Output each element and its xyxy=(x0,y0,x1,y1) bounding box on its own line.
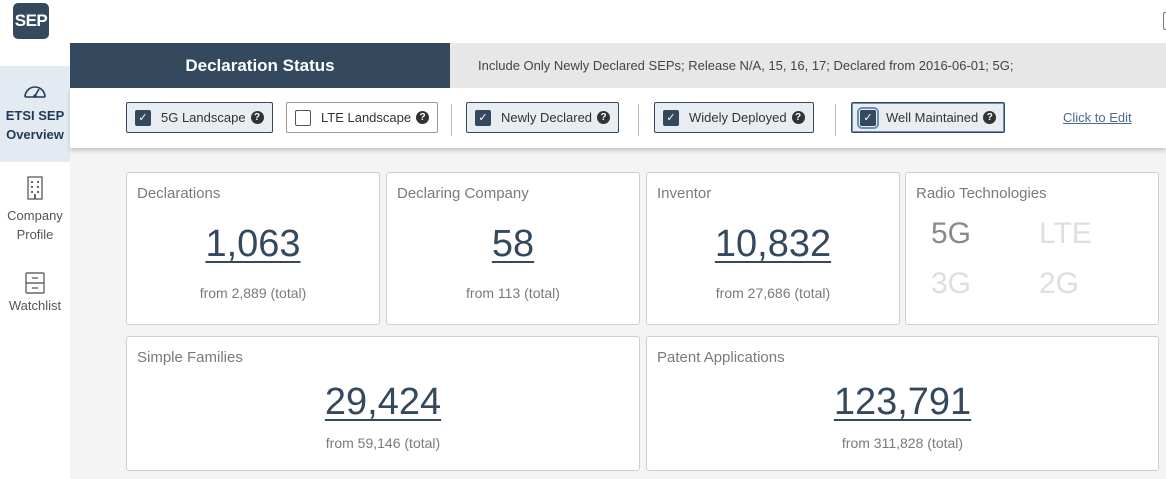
divider xyxy=(638,104,639,136)
help-icon[interactable]: ? xyxy=(416,111,430,124)
filter-lte-landscape[interactable]: LTE Landscape ? xyxy=(286,102,439,133)
status-bar: Declaration Status Include Only Newly De… xyxy=(70,43,1166,88)
card-simple-families: Simple Families 29,424 from 59,146 (tota… xyxy=(126,336,640,471)
help-icon[interactable]: ? xyxy=(250,111,264,124)
filter-well-maintained[interactable]: ✓ Well Maintained ? xyxy=(851,102,1006,133)
card-label: Radio Technologies xyxy=(916,185,1047,202)
help-icon[interactable]: ? xyxy=(791,111,805,124)
checkbox-unchecked-icon[interactable] xyxy=(295,109,311,126)
divider xyxy=(835,104,836,136)
card-value[interactable]: 10,832 xyxy=(714,223,832,265)
checkbox-checked-icon[interactable]: ✓ xyxy=(135,109,151,126)
sidebar: ETSI SEP Overview Company Profile Watchl… xyxy=(0,43,70,479)
card-sub: from 113 (total) xyxy=(466,285,560,301)
status-title: Declaration Status xyxy=(70,43,450,88)
status-description: Include Only Newly Declared SEPs; Releas… xyxy=(478,58,1014,73)
card-label: Inventor xyxy=(657,185,712,202)
filter-widely-deployed[interactable]: ✓ Widely Deployed ? xyxy=(654,102,814,133)
tech-lte: LTE xyxy=(1039,217,1092,250)
card-sub: from 59,146 (total) xyxy=(325,435,441,451)
filter-label: Newly Declared xyxy=(501,110,593,125)
card-label: Declaring Company xyxy=(397,185,529,202)
tech-2g: 2G xyxy=(1039,267,1080,300)
card-label: Simple Families xyxy=(137,349,243,366)
card-inventor: Inventor 10,832 from 27,686 (total) xyxy=(646,172,900,325)
sidebar-item-etsi-sep-overview[interactable]: ETSI SEP Overview xyxy=(0,66,70,162)
app-logo[interactable]: SEP xyxy=(13,3,49,39)
tech-3g: 3G xyxy=(931,267,972,300)
card-label: Patent Applications xyxy=(657,349,785,366)
filter-bar: ✓ 5G Landscape ? LTE Landscape ? ✓ Newly… xyxy=(70,88,1166,148)
card-value[interactable]: 58 xyxy=(491,223,535,265)
building-icon xyxy=(27,176,43,200)
sidebar-item-watchlist[interactable]: Watchlist xyxy=(0,272,70,322)
filter-label: LTE Landscape xyxy=(321,110,412,125)
card-label: Declarations xyxy=(137,185,221,202)
card-patent-applications: Patent Applications 123,791 from 311,828… xyxy=(646,336,1159,471)
checkbox-checked-icon[interactable]: ✓ xyxy=(857,106,879,129)
card-value[interactable]: 123,791 xyxy=(833,381,972,423)
sidebar-item-label: Company xyxy=(7,208,63,223)
filter-newly-declared[interactable]: ✓ Newly Declared ? xyxy=(466,102,620,133)
card-sub: from 27,686 (total) xyxy=(715,285,831,301)
click-to-edit-link[interactable]: Click to Edit xyxy=(1063,110,1132,125)
window-edge-icon xyxy=(1163,12,1166,30)
sidebar-item-company-profile[interactable]: Company Profile xyxy=(0,176,70,246)
card-radio-technologies: Radio Technologies 5G LTE 3G 2G xyxy=(905,172,1159,325)
checkbox-checked-icon[interactable]: ✓ xyxy=(663,109,679,126)
checkbox-checked-icon[interactable]: ✓ xyxy=(475,109,491,126)
top-bar: SEP xyxy=(0,0,1166,43)
card-declaring-company: Declaring Company 58 from 113 (total) xyxy=(386,172,640,325)
sidebar-item-label: Profile xyxy=(16,227,54,242)
filter-label: Widely Deployed xyxy=(689,110,787,125)
card-sub: from 311,828 (total) xyxy=(841,435,964,451)
card-value[interactable]: 29,424 xyxy=(324,381,442,423)
cabinet-icon xyxy=(25,272,45,294)
filter-5g-landscape[interactable]: ✓ 5G Landscape ? xyxy=(126,102,273,133)
sidebar-item-label: Watchlist xyxy=(8,298,62,313)
card-declarations: Declarations 1,063 from 2,889 (total) xyxy=(126,172,380,325)
card-value[interactable]: 1,063 xyxy=(205,223,301,265)
help-icon[interactable]: ? xyxy=(597,111,611,124)
help-icon[interactable]: ? xyxy=(983,111,997,124)
divider xyxy=(451,104,452,136)
sidebar-item-label: Overview xyxy=(6,127,64,142)
filter-label: 5G Landscape xyxy=(161,110,246,125)
sidebar-item-label: ETSI SEP xyxy=(5,108,65,123)
card-sub: from 2,889 (total) xyxy=(199,285,307,301)
gauge-icon xyxy=(24,86,46,98)
tech-5g: 5G xyxy=(931,217,972,250)
filter-label: Well Maintained xyxy=(886,110,979,125)
